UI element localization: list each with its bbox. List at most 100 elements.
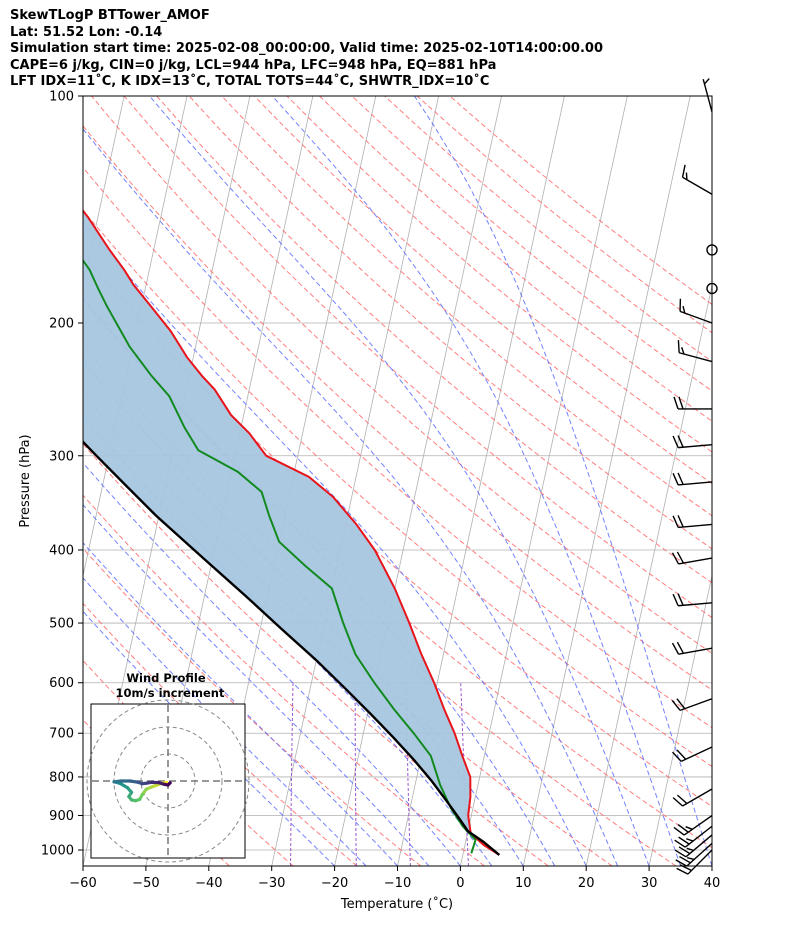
isotherm-line <box>83 96 125 288</box>
wind-barbs <box>671 78 718 875</box>
x-axis-label: Temperature (˚C) <box>340 896 453 912</box>
dry-adiabat <box>83 443 549 866</box>
barb-flag <box>681 164 686 178</box>
wind-barb <box>671 698 713 712</box>
barb-flag <box>674 839 686 848</box>
dry-adiabat <box>83 602 358 866</box>
dry-adiabat <box>416 96 712 334</box>
barb-flag <box>671 700 681 711</box>
wind-barb <box>679 298 713 324</box>
calm-wind-circle <box>706 244 718 256</box>
dry-adiabat <box>123 96 712 619</box>
barb-staff <box>678 443 713 449</box>
x-tick-label: −40 <box>195 876 222 891</box>
wind-barb <box>706 244 718 256</box>
moist-adiabat <box>83 415 493 866</box>
hodograph-ring <box>86 699 250 863</box>
wind-barb <box>702 78 713 113</box>
barb-flag <box>679 864 692 872</box>
x-tick-label: −50 <box>132 876 159 891</box>
x-tick-label: −30 <box>258 876 285 891</box>
barb-flag <box>671 751 682 762</box>
barb-flag <box>677 435 684 448</box>
wind-barb <box>671 746 713 762</box>
wind-barb <box>671 551 713 565</box>
cape-shading <box>83 210 500 855</box>
x-tick-label: 20 <box>578 876 595 891</box>
wind-barb <box>672 435 713 449</box>
isotherm-line <box>648 574 712 866</box>
dry-adiabat <box>83 659 294 866</box>
wind-barb <box>672 593 713 607</box>
dry-adiabat <box>83 253 712 808</box>
moist-adiabat <box>83 462 461 866</box>
barb-flag <box>677 593 684 606</box>
chart-header: SkewTLogP BTTower_AMOF Lat: 51.52 Lon: -… <box>10 8 603 91</box>
barb-staff <box>678 557 713 565</box>
isotherm-line <box>775 96 794 866</box>
indices-line-2: LFT IDX=11˚C, K IDX=13˚C, TOTAL TOTS=44˚… <box>10 74 490 89</box>
barb-staff <box>682 176 713 195</box>
barb-staff <box>686 842 713 867</box>
barb-flag <box>676 698 686 710</box>
barb-flag <box>672 473 679 486</box>
time-line: Simulation start time: 2025-02-08_00:00:… <box>10 41 603 56</box>
barb-flag <box>672 593 679 607</box>
barb-flag <box>686 847 694 852</box>
y-tick-label: 900 <box>49 809 74 824</box>
wind-barb <box>673 396 712 410</box>
barb-flag <box>675 859 688 867</box>
x-tick-label: 10 <box>515 876 532 891</box>
barb-flag <box>676 749 687 760</box>
barb-flag <box>678 396 684 410</box>
y-tick-label: 1000 <box>41 844 74 859</box>
barb-flag <box>672 435 679 448</box>
barb-flag <box>676 641 685 654</box>
y-tick-label: 700 <box>49 727 74 742</box>
barb-flag <box>671 642 680 655</box>
barb-flag <box>682 305 686 314</box>
barb-flag <box>681 346 685 355</box>
hodograph-segment <box>166 781 172 787</box>
isotherm-line <box>711 864 712 866</box>
dry-adiabat <box>253 96 712 485</box>
x-tick-label: 0 <box>456 876 464 891</box>
y-tick-label: 200 <box>49 316 74 331</box>
wind-barb <box>676 849 713 875</box>
barb-staff <box>680 746 713 762</box>
barb-staff <box>702 78 713 113</box>
barb-flag <box>672 515 679 528</box>
barb-flag <box>703 78 710 85</box>
inset-subtitle: 10m/s increment <box>116 686 225 700</box>
y-axis-label: Pressure (hPa) <box>18 434 33 527</box>
barb-flag <box>677 515 684 528</box>
wind-barb <box>673 814 713 836</box>
barb-flag <box>678 846 691 855</box>
calm-wind-circle <box>706 282 718 295</box>
barb-staff <box>682 788 713 807</box>
x-tick-label: −20 <box>321 876 348 891</box>
barb-staff <box>678 352 713 363</box>
wind-barb <box>675 842 713 867</box>
barb-staff <box>684 825 713 848</box>
isotherm-line <box>334 96 502 866</box>
moist-adiabat <box>83 503 430 866</box>
x-axis: −60 −50 −40 −30 −20 −10 0 10 20 30 40 <box>69 866 720 891</box>
barb-staff <box>678 602 713 607</box>
barb-flag <box>685 826 693 830</box>
moist-adiabat <box>83 577 367 866</box>
dry-adiabat <box>83 166 712 729</box>
wind-barb <box>674 834 713 858</box>
indices-line-1: CAPE=6 j/kg, CIN=0 j/kg, LCL=944 hPa, LF… <box>10 57 497 73</box>
wind-barb <box>706 282 718 295</box>
barb-flag <box>679 855 691 864</box>
barb-flag <box>687 857 695 861</box>
barb-flag <box>672 797 684 807</box>
parcel-line <box>83 440 501 856</box>
wind-barb <box>672 515 713 529</box>
dry-adiabat <box>83 547 422 866</box>
dry-adiabat <box>221 96 712 517</box>
moist-adiabat <box>83 221 587 866</box>
wind-barb <box>677 340 713 363</box>
wind-barb <box>672 788 713 807</box>
